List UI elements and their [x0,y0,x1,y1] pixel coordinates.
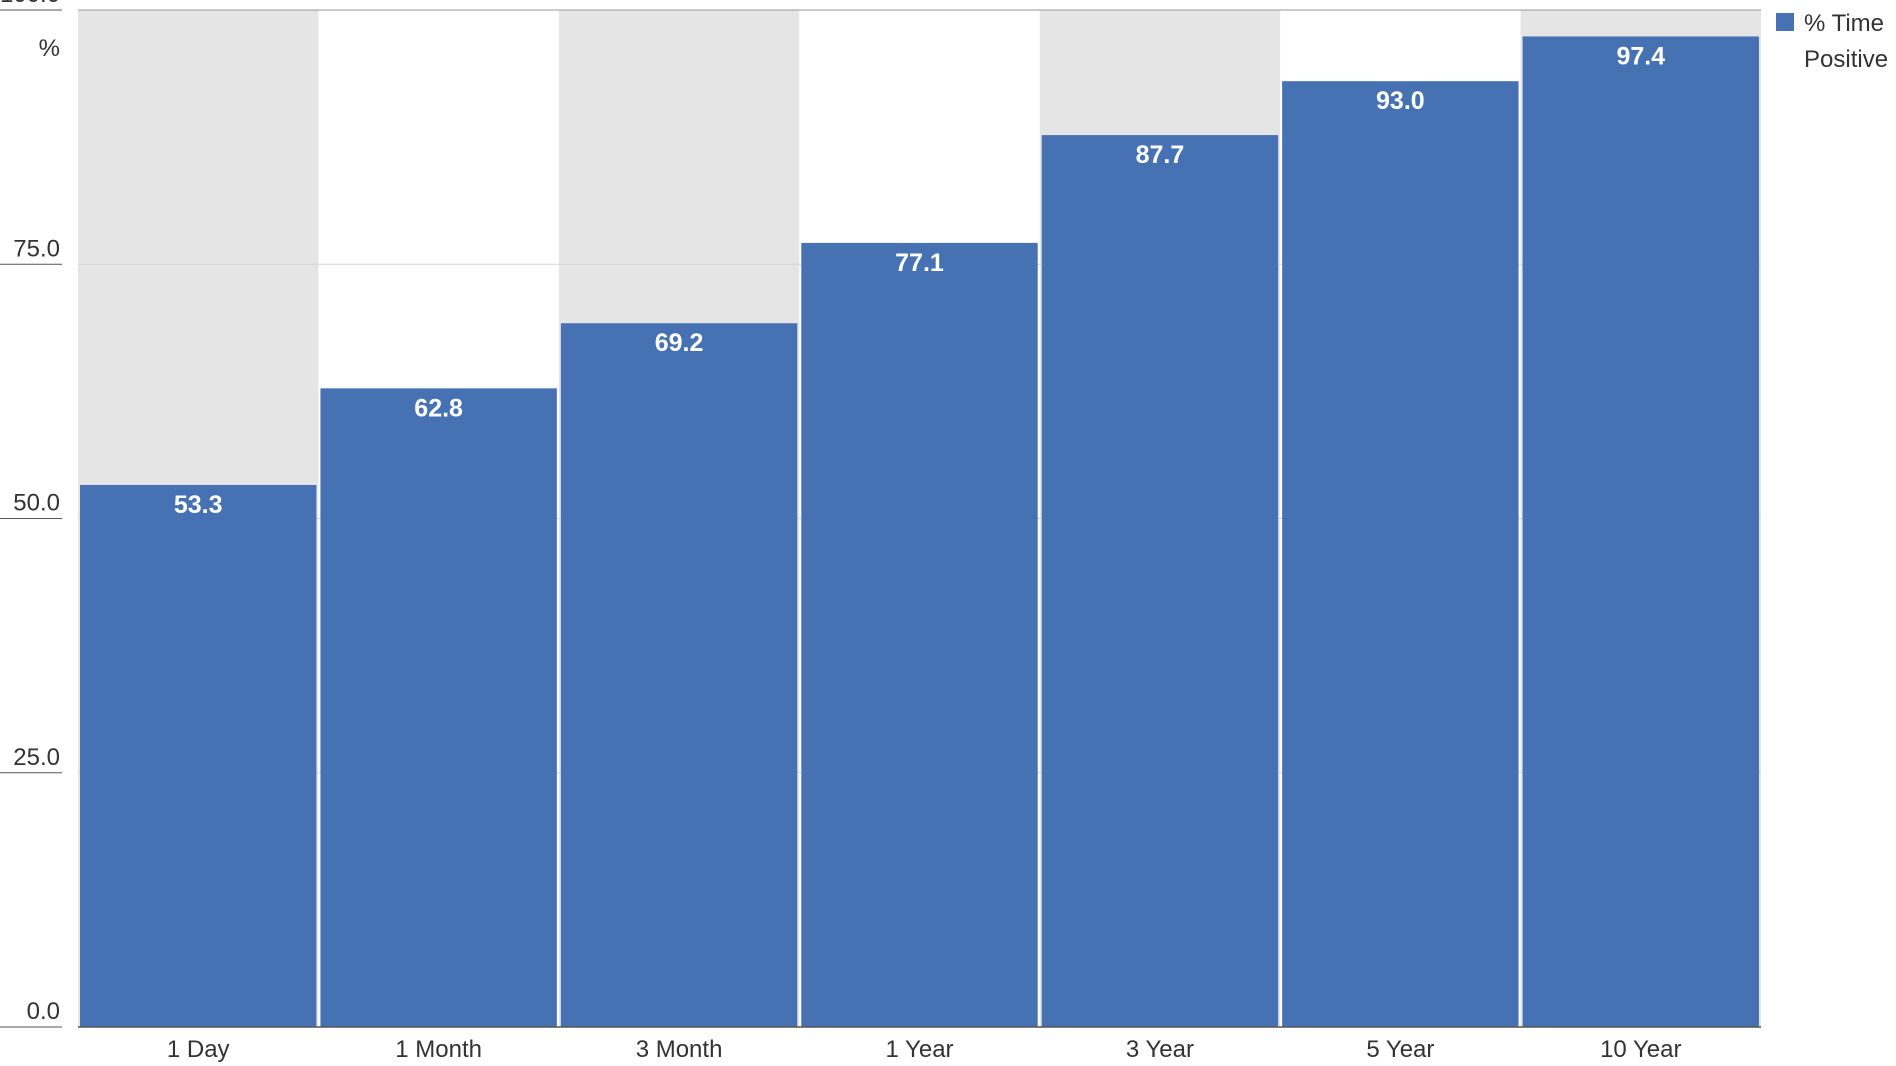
bar [1522,36,1759,1027]
x-tick-label: 1 Year [885,1036,953,1063]
value-label: 53.3 [174,491,223,519]
bar [1282,81,1519,1027]
value-label: 69.2 [655,329,704,357]
value-label: 93.0 [1376,87,1425,115]
legend-label: % Time Positive [1804,10,1889,73]
y-unit: % [39,35,60,62]
bar [560,323,798,1028]
value-label: 87.7 [1136,141,1185,169]
y-tick-label: 50.0 [13,490,60,517]
x-tick-label: 3 Year [1126,1036,1194,1063]
y-tick-label: 100.0 [0,0,60,8]
x-tick-label: 1 Day [167,1036,230,1063]
bar [1041,135,1279,1027]
value-label: 97.4 [1616,42,1665,70]
x-tick-label: 3 Month [636,1036,723,1063]
bar [80,484,317,1028]
y-tick-label: 0.0 [27,998,60,1025]
value-label: 77.1 [895,249,944,277]
bar [801,242,1038,1027]
y-tick-label: 75.0 [13,235,60,262]
legend-swatch [1776,13,1794,31]
y-tick-label: 25.0 [13,744,60,771]
x-tick-label: 10 Year [1600,1036,1681,1063]
value-label: 62.8 [414,394,463,422]
legend: % Time Positive [1776,6,1894,78]
bar [320,388,557,1028]
x-tick-label: 1 Month [395,1036,482,1063]
x-tick-label: 5 Year [1366,1036,1434,1063]
